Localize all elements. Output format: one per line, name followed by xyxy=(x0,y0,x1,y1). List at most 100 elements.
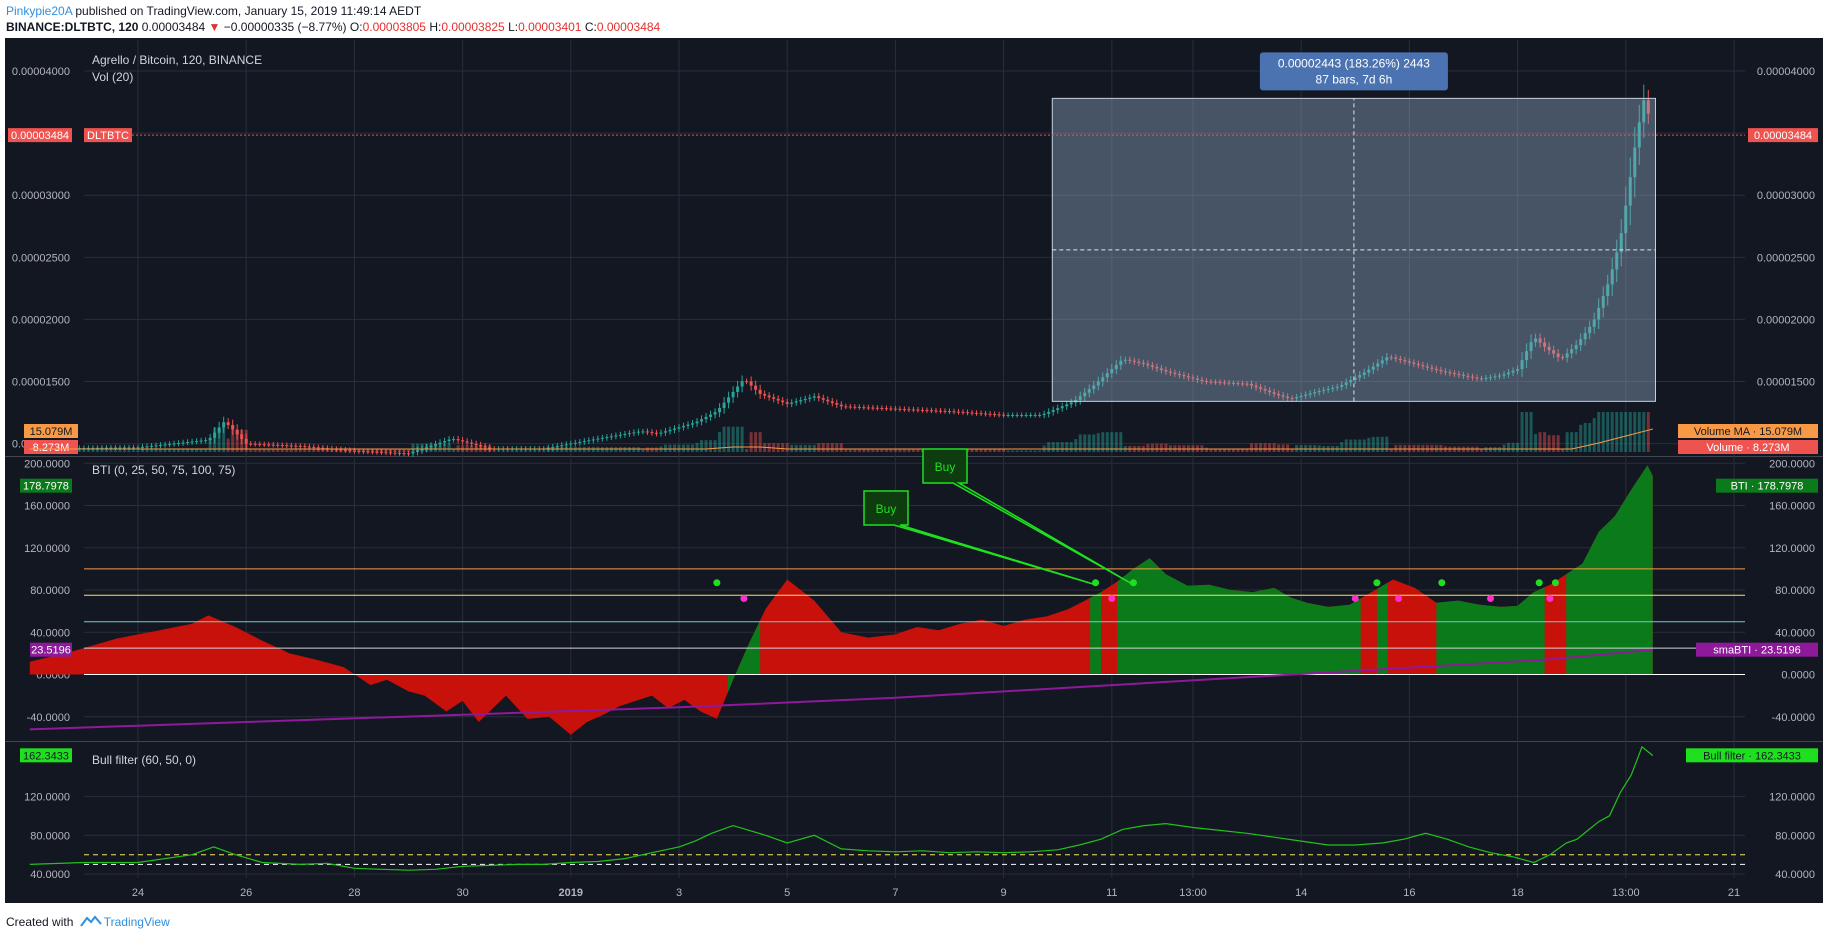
volume-bar xyxy=(267,449,271,452)
candle-body xyxy=(668,429,672,432)
candle-body xyxy=(1579,339,1583,346)
volume-bar xyxy=(253,449,257,452)
volume-bar xyxy=(614,447,618,452)
volume-bar xyxy=(1083,434,1087,452)
volume-bar xyxy=(1245,449,1249,452)
candle-body xyxy=(812,396,816,398)
candle-body xyxy=(1087,389,1091,393)
volume-bar xyxy=(745,449,749,452)
volume-bar xyxy=(452,448,456,452)
y-tick-label-right: 0.00003000 xyxy=(1757,190,1815,202)
volume-tag-right: Volume · 8.273M xyxy=(1706,442,1789,454)
volume-bar xyxy=(1646,412,1650,452)
candle-body xyxy=(672,428,676,430)
candle-body xyxy=(447,439,451,442)
candle-body xyxy=(1290,398,1294,400)
volume-bar xyxy=(853,449,857,452)
candle-body xyxy=(1335,386,1339,388)
volume-bar xyxy=(443,443,447,452)
candle-body xyxy=(871,407,875,409)
candle-body xyxy=(1042,413,1046,416)
x-tick-label: 28 xyxy=(348,887,360,899)
measure-label-bg xyxy=(1259,52,1448,91)
candle-body xyxy=(1619,233,1623,253)
volume-bar xyxy=(1484,447,1488,452)
volume-bar xyxy=(1362,439,1366,452)
candle-body xyxy=(95,447,99,449)
volume-bar xyxy=(289,449,293,452)
volume-bar xyxy=(1056,442,1060,452)
volume-bar xyxy=(416,443,420,452)
candle-body xyxy=(1376,363,1380,367)
candle-body xyxy=(420,448,424,451)
volume-bar xyxy=(1389,448,1393,452)
volume-study-title: Vol (20) xyxy=(92,70,133,84)
volume-bar xyxy=(100,450,104,452)
candle-body xyxy=(600,437,604,439)
candle-body xyxy=(1331,387,1335,389)
candle-body xyxy=(1565,353,1569,358)
candle-body xyxy=(1101,377,1105,382)
volume-bar xyxy=(1619,412,1623,452)
volume-bar xyxy=(663,444,667,452)
candle-body xyxy=(794,401,798,403)
tradingview-link[interactable]: TradingView xyxy=(103,915,170,929)
volume-bar xyxy=(709,440,713,452)
candle-body xyxy=(772,397,776,399)
candle-body xyxy=(357,451,361,453)
candle-body xyxy=(1628,177,1632,206)
y-tick-label-right: 0.00001500 xyxy=(1757,376,1815,388)
last-price-tag-right-bg xyxy=(1748,128,1818,143)
volume-bar xyxy=(109,450,113,452)
x-tick-label: 30 xyxy=(456,887,468,899)
volume-bar xyxy=(1479,449,1483,452)
volume-bar xyxy=(379,449,383,452)
volume-bar xyxy=(1020,450,1024,452)
candle-body xyxy=(993,414,997,416)
candle-body xyxy=(1304,394,1308,396)
volume-bar xyxy=(718,432,722,452)
volume-bar xyxy=(1060,442,1064,452)
volume-bar xyxy=(623,447,627,452)
volume-bar xyxy=(609,447,613,452)
volume-bar xyxy=(880,449,884,452)
volume-bar xyxy=(397,449,401,452)
candle-body xyxy=(767,395,771,398)
volume-bar xyxy=(510,450,514,452)
bull-last-tag-right: Bull filter · 162.3433 xyxy=(1703,750,1801,762)
candle-body xyxy=(361,451,365,453)
candle-body xyxy=(970,412,974,414)
volume-bar xyxy=(343,448,347,452)
candle-body xyxy=(1164,370,1168,372)
buy-annotation-bubble xyxy=(922,448,1134,586)
candle-body xyxy=(262,444,266,446)
candle-body xyxy=(776,398,780,401)
candle-body xyxy=(1186,376,1190,378)
volume-bar xyxy=(1290,449,1294,452)
candle-body xyxy=(434,444,438,446)
y-tick-label-right: 0.00002000 xyxy=(1757,314,1815,326)
close-value: 0.00003484 xyxy=(596,20,661,34)
candle-body xyxy=(461,440,465,442)
volume-bar xyxy=(722,426,726,452)
volume-bar xyxy=(388,449,392,452)
candle-body xyxy=(1263,388,1267,391)
candle-body xyxy=(1155,366,1159,369)
candle-body xyxy=(758,389,762,394)
candle-body xyxy=(605,437,609,439)
volume-bar xyxy=(1615,412,1619,452)
publisher-link[interactable]: Pinkypie20A xyxy=(6,4,73,18)
volume-bar xyxy=(1538,432,1542,452)
candle-body xyxy=(168,443,172,445)
candle-body xyxy=(298,445,302,447)
sell-signal-dot xyxy=(1351,594,1359,602)
candle-body xyxy=(1601,296,1605,308)
candle-body xyxy=(961,411,965,413)
volume-bar xyxy=(857,449,861,452)
candle-body xyxy=(875,407,879,409)
x-tick-label: 26 xyxy=(240,887,252,899)
y-tick-label-left: 120.0000 xyxy=(24,543,70,555)
volume-ma-tag-left-bg xyxy=(24,424,78,438)
volume-bar xyxy=(195,448,199,452)
